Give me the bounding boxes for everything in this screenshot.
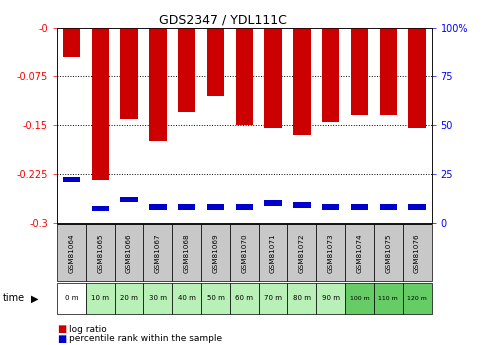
Text: GSM81067: GSM81067: [155, 233, 161, 273]
Bar: [316, 224, 345, 281]
Bar: [178, 204, 195, 209]
Text: 60 m: 60 m: [235, 295, 253, 302]
Bar: [288, 283, 316, 314]
Text: time: time: [2, 294, 25, 303]
Bar: [236, 28, 253, 125]
Text: percentile rank within the sample: percentile rank within the sample: [69, 334, 223, 343]
Bar: [345, 224, 374, 281]
Bar: [86, 224, 115, 281]
Text: 100 m: 100 m: [350, 296, 370, 301]
Bar: [143, 283, 172, 314]
Text: 50 m: 50 m: [206, 295, 224, 302]
Text: 30 m: 30 m: [149, 295, 167, 302]
Text: 10 m: 10 m: [91, 295, 109, 302]
Text: GSM81075: GSM81075: [385, 233, 391, 273]
Text: 70 m: 70 m: [264, 295, 282, 302]
Bar: [374, 283, 403, 314]
Bar: [86, 283, 115, 314]
Text: GSM81073: GSM81073: [328, 233, 334, 273]
Text: GSM81076: GSM81076: [414, 233, 420, 273]
Text: 90 m: 90 m: [322, 295, 340, 302]
Bar: [92, 206, 109, 211]
Text: GSM81064: GSM81064: [68, 233, 74, 273]
Text: 40 m: 40 m: [178, 295, 195, 302]
Bar: [57, 283, 86, 314]
Text: GDS2347 / YDL111C: GDS2347 / YDL111C: [159, 14, 287, 27]
Bar: [293, 203, 310, 208]
Text: GSM81069: GSM81069: [212, 233, 218, 273]
Bar: [264, 28, 282, 128]
Bar: [172, 224, 201, 281]
Text: GSM81068: GSM81068: [184, 233, 189, 273]
Bar: [322, 28, 339, 122]
Bar: [207, 204, 224, 209]
Text: 120 m: 120 m: [407, 296, 427, 301]
Bar: [63, 28, 80, 57]
Text: GSM81066: GSM81066: [126, 233, 132, 273]
Bar: [293, 28, 310, 135]
Bar: [149, 204, 167, 209]
Bar: [230, 224, 259, 281]
Bar: [379, 28, 397, 115]
Bar: [207, 28, 224, 96]
Text: 20 m: 20 m: [120, 295, 138, 302]
Text: GSM81070: GSM81070: [241, 233, 248, 273]
Bar: [149, 28, 167, 141]
Text: GSM81071: GSM81071: [270, 233, 276, 273]
Bar: [403, 224, 432, 281]
Text: 110 m: 110 m: [378, 296, 398, 301]
Bar: [121, 28, 138, 119]
Bar: [63, 177, 80, 182]
Text: 80 m: 80 m: [293, 295, 311, 302]
Bar: [201, 224, 230, 281]
Bar: [345, 283, 374, 314]
Text: log ratio: log ratio: [69, 325, 107, 334]
Bar: [143, 224, 172, 281]
Text: GSM81072: GSM81072: [299, 233, 305, 273]
Bar: [172, 283, 201, 314]
Bar: [230, 283, 259, 314]
Bar: [121, 197, 138, 202]
Bar: [259, 224, 288, 281]
Bar: [351, 204, 368, 209]
Bar: [403, 283, 432, 314]
Bar: [115, 224, 143, 281]
Bar: [57, 224, 86, 281]
Text: ■: ■: [57, 334, 66, 344]
Bar: [379, 204, 397, 209]
Bar: [351, 28, 368, 115]
Text: 0 m: 0 m: [64, 295, 78, 302]
Bar: [115, 283, 143, 314]
Text: ■: ■: [57, 325, 66, 334]
Bar: [178, 28, 195, 112]
Bar: [316, 283, 345, 314]
Bar: [201, 283, 230, 314]
Bar: [259, 283, 288, 314]
Bar: [409, 204, 426, 209]
Text: GSM81065: GSM81065: [97, 233, 103, 273]
Text: GSM81074: GSM81074: [357, 233, 363, 273]
Bar: [322, 204, 339, 209]
Text: ▶: ▶: [31, 294, 38, 303]
Bar: [374, 224, 403, 281]
Bar: [236, 204, 253, 209]
Bar: [288, 224, 316, 281]
Bar: [409, 28, 426, 128]
Bar: [92, 28, 109, 180]
Bar: [264, 200, 282, 206]
